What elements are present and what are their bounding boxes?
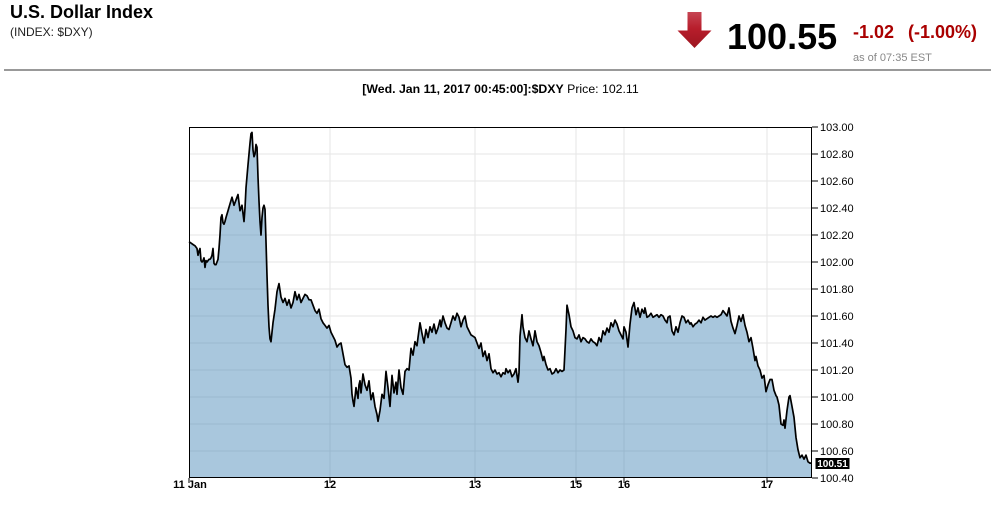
- svg-text:103.00: 103.00: [820, 122, 854, 134]
- svg-text:13: 13: [469, 479, 481, 491]
- svg-text:102.20: 102.20: [820, 230, 854, 242]
- svg-text:101.00: 101.00: [820, 392, 854, 404]
- svg-text:102.80: 102.80: [820, 149, 854, 161]
- svg-text:101.40: 101.40: [820, 338, 854, 350]
- svg-text:17: 17: [761, 479, 773, 491]
- svg-text:16: 16: [618, 479, 630, 491]
- svg-text:101.60: 101.60: [820, 311, 854, 323]
- svg-text:102.00: 102.00: [820, 257, 854, 269]
- svg-text:102.40: 102.40: [820, 203, 854, 215]
- svg-text:102.60: 102.60: [820, 176, 854, 188]
- svg-text:12: 12: [324, 479, 336, 491]
- svg-text:100.60: 100.60: [820, 446, 854, 458]
- svg-text:100.51: 100.51: [817, 459, 848, 470]
- svg-text:101.80: 101.80: [820, 284, 854, 296]
- svg-text:11 Jan: 11 Jan: [173, 479, 207, 491]
- svg-text:100.80: 100.80: [820, 419, 854, 431]
- svg-text:101.20: 101.20: [820, 365, 854, 377]
- svg-text:100.40: 100.40: [820, 473, 854, 485]
- svg-text:15: 15: [570, 479, 582, 491]
